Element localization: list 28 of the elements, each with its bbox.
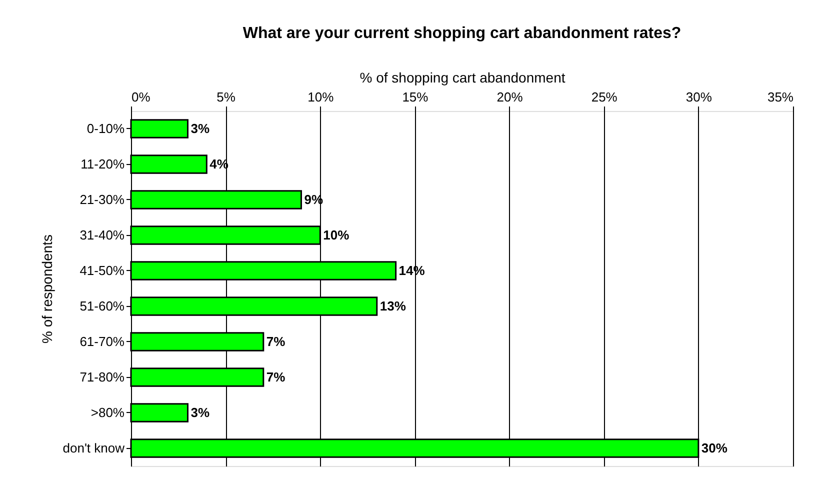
data-label: 7%: [266, 334, 286, 349]
data-label: 3%: [190, 120, 210, 136]
x-tick-label: 15%: [402, 90, 429, 104]
x-tick-label: 25%: [591, 90, 618, 104]
data-label: 3%: [190, 404, 210, 420]
data-label: 30%: [701, 440, 728, 456]
y-tick-label: >80%: [90, 404, 125, 420]
x-tick-label: 10%: [308, 90, 334, 104]
y-tick-label: 61-70%: [80, 334, 125, 349]
y-tick-label: don't know: [62, 440, 126, 456]
chart-title: What are your current shopping cart abandonment rates?: [242, 25, 682, 42]
y-tick-label: 0-10%: [86, 120, 125, 136]
y-axis-title: % of respondents: [38, 234, 55, 344]
x-tick-label: 20%: [496, 90, 524, 104]
data-label: 7%: [266, 369, 286, 384]
x-tick-label: 0%: [132, 90, 151, 104]
data-label: 10%: [323, 227, 350, 242]
x-tick-label: 30%: [686, 90, 712, 104]
y-tick-label: 71-80%: [80, 369, 125, 384]
y-tick-label: 11-20%: [80, 156, 125, 172]
x-axis-title: % of shopping cart abandonment: [360, 70, 566, 86]
y-tick-label: 51-60%: [80, 298, 125, 314]
y-tick-label: 41-50%: [80, 262, 125, 278]
y-tick-label: 21-30%: [80, 192, 125, 207]
x-tick-label: 5%: [216, 90, 236, 104]
x-tick-label: 35%: [767, 90, 794, 104]
y-tick-label: 31-40%: [80, 227, 125, 242]
data-label: 13%: [380, 298, 406, 314]
